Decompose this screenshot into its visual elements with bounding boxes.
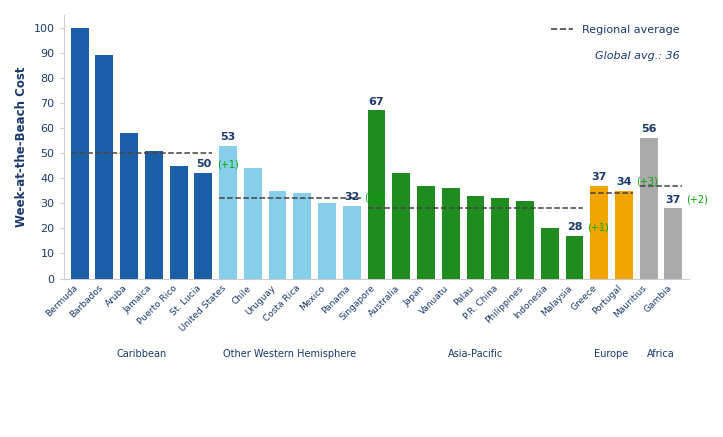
Text: 34: 34 xyxy=(616,177,632,187)
Text: 53: 53 xyxy=(221,132,236,142)
Text: (+2): (+2) xyxy=(364,192,386,202)
Text: (+2): (+2) xyxy=(685,194,708,205)
Text: 37: 37 xyxy=(666,194,681,205)
Bar xyxy=(95,55,114,278)
Bar xyxy=(590,186,608,278)
Text: 67: 67 xyxy=(369,97,385,107)
Bar xyxy=(640,138,657,278)
Text: 28: 28 xyxy=(567,222,582,232)
Bar xyxy=(269,191,286,278)
Bar xyxy=(565,236,583,278)
Bar xyxy=(71,28,89,278)
Text: (+1): (+1) xyxy=(217,160,239,170)
Legend: Regional average: Regional average xyxy=(547,21,684,39)
Text: 50: 50 xyxy=(196,160,211,170)
Bar xyxy=(120,133,138,278)
Text: Africa: Africa xyxy=(647,349,675,359)
Bar xyxy=(393,173,410,278)
Text: Caribbean: Caribbean xyxy=(116,349,166,359)
Bar xyxy=(615,191,633,278)
Text: 37: 37 xyxy=(591,172,607,182)
Y-axis label: Week-at-the-Beach Cost: Week-at-the-Beach Cost xyxy=(15,66,28,227)
Bar xyxy=(219,146,237,278)
Bar xyxy=(541,229,559,278)
Text: (+3): (+3) xyxy=(636,177,658,187)
Bar xyxy=(466,196,484,278)
Text: 32: 32 xyxy=(344,192,359,202)
Bar xyxy=(492,198,509,278)
Text: Asia-Pacific: Asia-Pacific xyxy=(448,349,503,359)
Bar xyxy=(516,201,534,278)
Bar xyxy=(170,166,187,278)
Bar xyxy=(318,203,336,278)
Bar xyxy=(194,173,213,278)
Text: Other Western Hemisphere: Other Western Hemisphere xyxy=(223,349,356,359)
Bar xyxy=(294,193,311,278)
Bar xyxy=(145,151,163,278)
Text: 56: 56 xyxy=(641,124,656,134)
Bar xyxy=(664,208,683,278)
Bar xyxy=(417,186,435,278)
Text: Europe: Europe xyxy=(594,349,628,359)
Bar xyxy=(343,206,361,278)
Bar xyxy=(367,111,385,278)
Bar xyxy=(244,168,262,278)
Bar xyxy=(442,188,460,278)
Text: (+1): (+1) xyxy=(587,222,609,232)
Text: Global avg.: 36: Global avg.: 36 xyxy=(595,51,680,61)
